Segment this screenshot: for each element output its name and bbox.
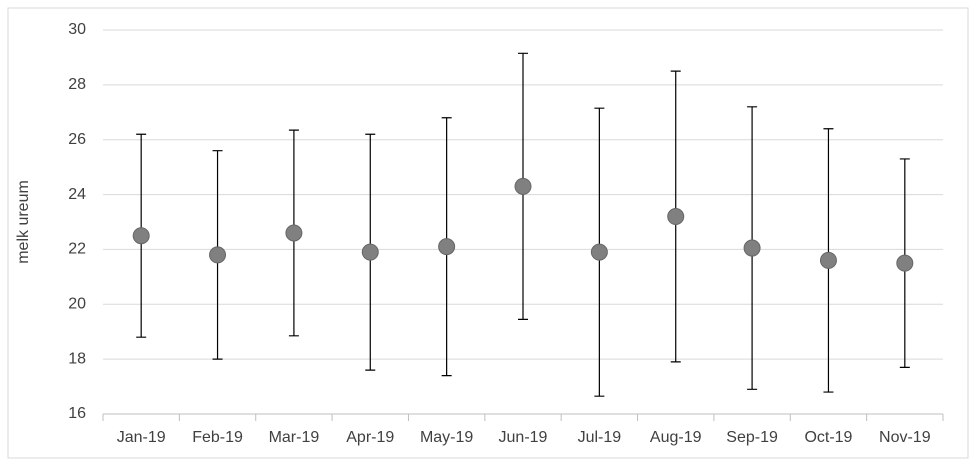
x-tick-label: Apr-19 <box>346 429 394 446</box>
point <box>896 254 914 272</box>
point <box>361 243 379 261</box>
y-tick-label: 30 <box>68 21 86 38</box>
point <box>819 251 837 269</box>
y-tick-label: 20 <box>68 296 86 313</box>
x-tick-label: Nov-19 <box>879 429 931 446</box>
point <box>285 224 303 242</box>
point <box>667 208 685 226</box>
point <box>132 227 150 245</box>
point <box>514 177 532 195</box>
point <box>743 239 761 257</box>
y-tick-label: 24 <box>68 186 86 203</box>
chart-border <box>7 7 969 459</box>
point <box>209 246 227 264</box>
x-tick-label: Sep-19 <box>726 429 778 446</box>
x-tick-label: Oct-19 <box>804 429 852 446</box>
x-tick-label: Jan-19 <box>117 429 166 446</box>
y-tick-label: 22 <box>68 241 86 258</box>
y-tick-label: 28 <box>68 76 86 93</box>
x-tick-label: Jun-19 <box>499 429 548 446</box>
point <box>590 243 608 261</box>
y-tick-label: 26 <box>68 131 86 148</box>
point <box>438 238 456 256</box>
x-tick-label: Feb-19 <box>192 429 243 446</box>
y-tick-label: 16 <box>68 405 86 422</box>
x-tick-label: Aug-19 <box>650 429 702 446</box>
x-tick-label: Jul-19 <box>578 429 622 446</box>
x-tick-label: May-19 <box>420 429 473 446</box>
y-tick-label: 18 <box>68 350 86 367</box>
x-tick-label: Mar-19 <box>269 429 320 446</box>
y-axis-label: melk ureum <box>15 180 32 264</box>
